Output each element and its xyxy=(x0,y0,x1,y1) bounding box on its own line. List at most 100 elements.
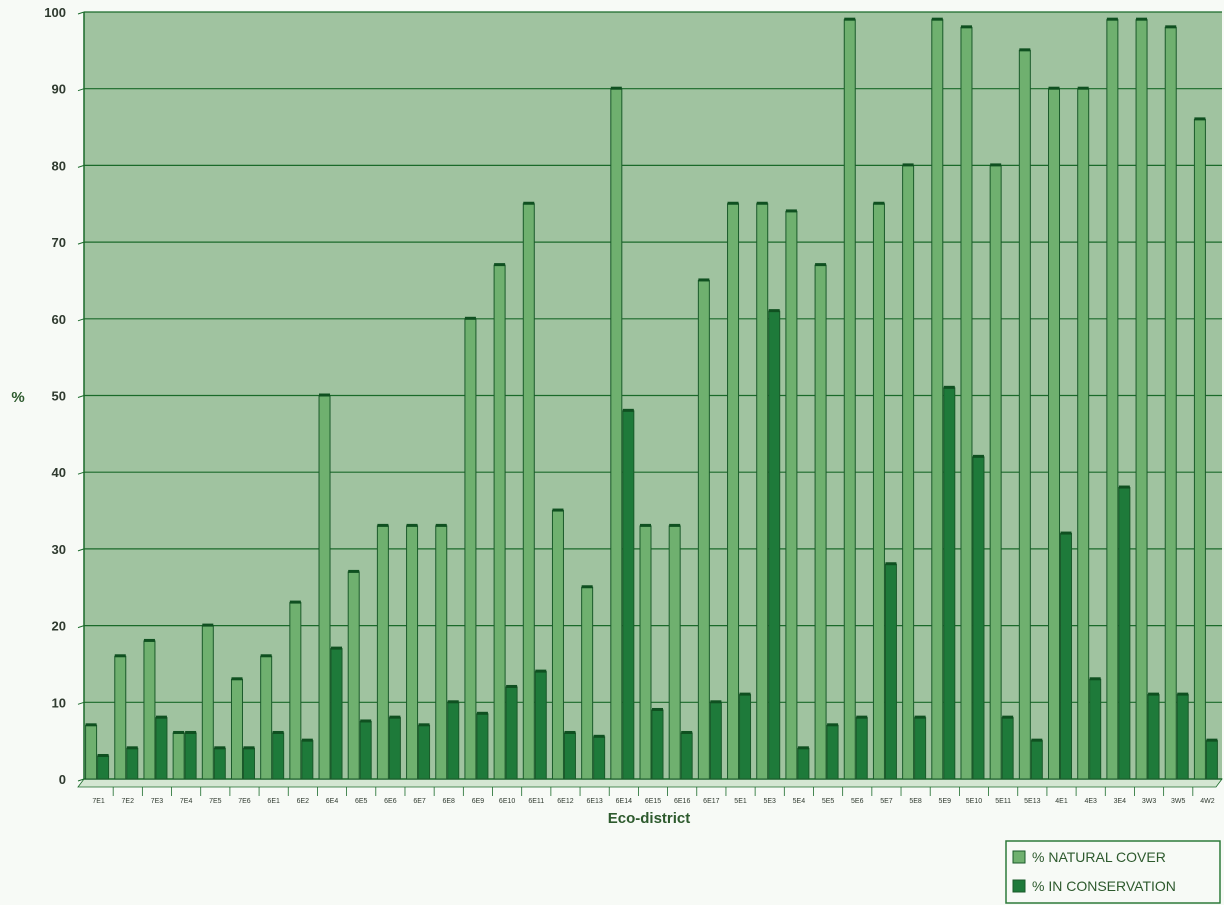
bar-in-conservation xyxy=(126,746,139,780)
bar-in-conservation-face xyxy=(1060,533,1073,780)
bar-natural-cover-top xyxy=(289,600,301,604)
bar-in-conservation-face xyxy=(359,720,372,780)
bar-in-conservation-face xyxy=(826,724,839,780)
bar-in-conservation xyxy=(622,408,635,780)
bar-natural-cover-top xyxy=(1019,48,1031,52)
x-tick-label: 6E6 xyxy=(384,798,397,805)
legend-frame xyxy=(1005,840,1221,904)
bar-in-conservation-face xyxy=(622,410,635,780)
x-tick-label: 7E5 xyxy=(209,798,222,805)
bar-in-conservation xyxy=(914,715,927,780)
bar-natural-cover xyxy=(376,523,389,780)
x-tick-label: 5E11 xyxy=(995,798,1011,805)
bar-in-conservation-top xyxy=(1148,692,1160,696)
x-tick-label: 5E5 xyxy=(822,798,835,805)
bar-in-conservation-face xyxy=(855,717,868,780)
bar-natural-cover xyxy=(522,201,535,780)
bar-natural-cover xyxy=(785,209,798,780)
bar-natural-cover xyxy=(172,730,185,780)
bar-in-conservation xyxy=(1205,738,1218,780)
bar-in-conservation-face xyxy=(534,671,547,780)
bar-natural-cover-face xyxy=(668,525,681,780)
bar-natural-cover xyxy=(1018,48,1031,780)
legend-swatch-in-conservation xyxy=(1012,879,1026,893)
bar-natural-cover-face xyxy=(1193,118,1206,780)
bar-in-conservation xyxy=(943,385,956,780)
bar-natural-cover xyxy=(318,393,331,780)
bar-in-conservation-face xyxy=(1001,717,1014,780)
y-tick-label: 40 xyxy=(52,465,66,480)
x-axis-ticks: 7E1 7E2 7E3 7E4 7E5 7E6 6E1 6E2 6E4 6E5 6E6 6E7 6E8 6… xyxy=(92,787,1215,805)
bar-natural-cover xyxy=(85,723,98,780)
bar-in-conservation-top xyxy=(97,753,109,757)
bar-natural-cover-top xyxy=(727,201,739,205)
x-tick-label: 6E13 xyxy=(586,798,602,805)
bar-natural-cover-top xyxy=(844,17,856,21)
plot-floor xyxy=(77,778,1223,788)
bar-natural-cover xyxy=(493,263,506,780)
y-axis-ticks: 0 10 20 30 40 50 60 70 80 90 100 xyxy=(44,5,66,787)
bar-natural-cover-face xyxy=(406,525,419,780)
bar-in-conservation xyxy=(855,715,868,780)
x-tick-label: 5E4 xyxy=(793,798,806,805)
bar-natural-cover-face xyxy=(260,655,273,780)
bar-in-conservation-top xyxy=(943,385,955,389)
bar-natural-cover-face xyxy=(1048,88,1061,780)
bar-natural-cover-face xyxy=(1164,26,1177,780)
bar-natural-cover-face xyxy=(1135,19,1148,780)
bar-natural-cover-top xyxy=(85,723,97,727)
bar-in-conservation-face xyxy=(272,732,285,780)
x-tick-label: 7E6 xyxy=(238,798,251,805)
bar-in-conservation-face xyxy=(709,701,722,780)
bar-natural-cover-top xyxy=(1048,86,1060,90)
bar-natural-cover-face xyxy=(289,602,302,780)
x-tick-label: 3W5 xyxy=(1171,798,1186,805)
bar-natural-cover-top xyxy=(990,163,1002,167)
bar-in-conservation-top xyxy=(506,684,518,688)
bar-natural-cover-top xyxy=(785,209,797,213)
x-tick-label: 4E1 xyxy=(1055,798,1068,805)
bar-in-conservation xyxy=(359,719,372,780)
bar-natural-cover xyxy=(1135,17,1148,780)
bar-in-conservation-face xyxy=(330,648,343,780)
x-tick-label: 6E14 xyxy=(616,798,632,805)
bar-in-conservation xyxy=(330,646,343,780)
bar-natural-cover-top xyxy=(698,278,710,282)
x-tick-label: 5E10 xyxy=(966,798,982,805)
bar-natural-cover-face xyxy=(814,264,827,780)
bar-natural-cover xyxy=(1106,17,1119,780)
bar-natural-cover-top xyxy=(202,623,214,627)
x-tick-label: 5E7 xyxy=(880,798,893,805)
bar-natural-cover-top xyxy=(523,201,535,205)
y-tick-mark xyxy=(77,88,85,92)
bar-natural-cover xyxy=(814,263,827,780)
bar-in-conservation xyxy=(97,753,110,780)
legend: % NATURAL COVER % IN CONSERVATION xyxy=(1005,840,1221,904)
x-tick-label: 6E9 xyxy=(472,798,485,805)
bar-natural-cover xyxy=(114,654,127,780)
x-tick-label: 5E13 xyxy=(1024,798,1040,805)
bar-in-conservation-face xyxy=(972,456,985,780)
bar-in-conservation-face xyxy=(1176,694,1189,780)
x-tick-label: 5E6 xyxy=(851,798,864,805)
y-tick-mark xyxy=(77,548,85,552)
bar-natural-cover-top xyxy=(960,25,972,29)
bar-natural-cover-face xyxy=(697,279,710,780)
bar-natural-cover-top xyxy=(114,654,126,658)
x-tick-label: 5E8 xyxy=(909,798,922,805)
y-tick-label: 0 xyxy=(59,772,66,787)
bar-in-conservation-top xyxy=(914,715,926,719)
bar-in-conservation-face xyxy=(943,387,956,780)
x-tick-label: 6E10 xyxy=(499,798,515,805)
bar-in-conservation-face xyxy=(388,717,401,780)
x-tick-label: 6E5 xyxy=(355,798,368,805)
bar-in-conservation-face xyxy=(301,740,314,780)
bar-in-conservation xyxy=(1030,738,1043,780)
y-tick-label: 30 xyxy=(52,542,66,557)
bar-in-conservation-face xyxy=(155,717,168,780)
bar-natural-cover-top xyxy=(348,569,360,573)
bar-natural-cover-face xyxy=(872,203,885,780)
legend-swatch-natural-cover xyxy=(1012,850,1026,864)
bar-natural-cover-top xyxy=(494,263,506,267)
bar-natural-cover xyxy=(230,677,243,780)
